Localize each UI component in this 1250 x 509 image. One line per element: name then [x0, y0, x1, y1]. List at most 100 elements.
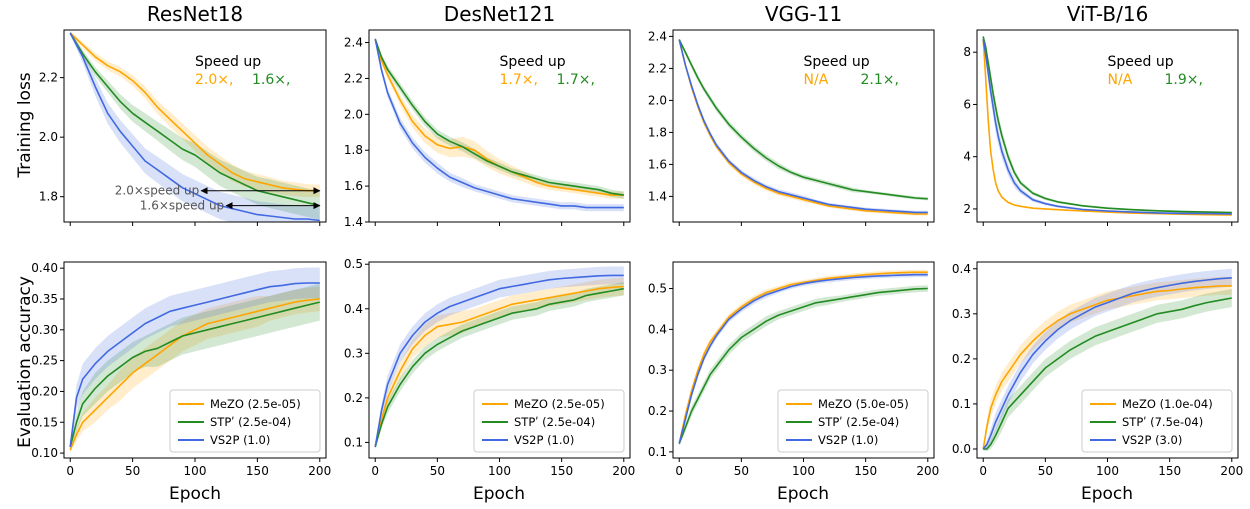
- panel-vgg-11-accuracy: 0.1 0.2 0.3 0.4 0.5 0 50 100 150 200 MeZO (5.0e-05…: [648, 261, 939, 478]
- band-vs2p-resnet18-accuracy: [70, 267, 320, 450]
- speedup-mezo-vgg-11-loss: N/A: [804, 72, 829, 88]
- legend-label-stp-desnet121-accuracy: STPʹ (2.5e-04): [514, 415, 595, 429]
- xtick-label-resnet18-accuracy-4: 200: [308, 464, 331, 478]
- ytick-label-vgg-11-accuracy-3: 0.4: [648, 322, 667, 336]
- ytick-label-resnet18-accuracy-5: 0.35: [31, 292, 58, 306]
- ytick-label-desnet121-loss-5: 2.4: [344, 36, 363, 50]
- speedup-title-desnet121-loss: Speed up: [500, 54, 566, 70]
- panel-desnet121-loss: 1.4 1.6 1.8 2.0 2.2 2.4 DesNet121 Speed up 1.7×,…: [344, 2, 631, 229]
- speedup-title-vit-b-16-loss: Speed up: [1108, 54, 1174, 70]
- panel-title-vgg-11-loss: VGG-11: [765, 2, 842, 26]
- line-vs2p-vgg-11-accuracy: [678, 273, 928, 444]
- xtick-label-vit-b-16-accuracy-3: 150: [1158, 464, 1181, 478]
- line-stp-resnet18-loss: [69, 32, 320, 207]
- speedup-stp-desnet121-loss: 1.7×,: [557, 72, 595, 88]
- band-stp-desnet121-accuracy: [375, 282, 624, 450]
- ytick-label-resnet18-accuracy-6: 0.40: [31, 261, 58, 275]
- ytick-label-vgg-11-loss-1: 1.6: [648, 157, 667, 171]
- xtick-label-vit-b-16-accuracy-1: 50: [1038, 464, 1053, 478]
- line-vs2p-vit-b-16-accuracy: [982, 277, 1232, 450]
- panel-desnet121-accuracy: 0.1 0.2 0.3 0.4 0.5 0 50 100 150 200 MeZO (2.5e-05…: [344, 257, 635, 478]
- line-vs2p-vit-b-16-loss: [982, 38, 1232, 215]
- line-mezo-desnet121-loss: [374, 38, 624, 196]
- ytick-label-vgg-11-loss-4: 2.2: [648, 61, 667, 75]
- ytick-label-vgg-11-accuracy-0: 0.1: [648, 445, 667, 459]
- xtick-label-vgg-11-accuracy-2: 100: [792, 464, 815, 478]
- ytick-label-resnet18-loss-0: 1.8: [39, 190, 58, 204]
- legend-label-mezo-desnet121-accuracy: MeZO (2.5e-05): [514, 397, 605, 411]
- ytick-label-desnet121-loss-4: 2.2: [344, 71, 363, 85]
- line-stp-vgg-11-accuracy: [678, 287, 928, 444]
- line-mezo-desnet121-accuracy: [374, 285, 624, 448]
- band-mezo-vit-b-16-accuracy: [983, 276, 1232, 452]
- ytick-label-vit-b-16-accuracy-0: 0.0: [952, 442, 971, 456]
- ytick-label-vgg-11-loss-0: 1.4: [648, 189, 667, 203]
- line-stp-resnet18-accuracy: [69, 301, 320, 448]
- ytick-label-desnet121-accuracy-2: 0.3: [344, 346, 363, 360]
- band-vs2p-resnet18-loss: [70, 31, 320, 222]
- ytick-label-resnet18-loss-2: 2.2: [39, 71, 58, 85]
- line-stp-vit-b-16-loss: [982, 36, 1232, 214]
- ytick-label-vgg-11-accuracy-2: 0.3: [648, 363, 667, 377]
- ytick-label-vit-b-16-accuracy-1: 0.1: [952, 397, 971, 411]
- line-stp-vit-b-16-accuracy: [983, 297, 1232, 450]
- legend-label-mezo-vit-b-16-accuracy: MeZO (1.0e-04): [1122, 397, 1213, 411]
- line-mezo-resnet18-accuracy: [69, 298, 320, 451]
- ytick-label-resnet18-accuracy-2: 0.20: [31, 384, 58, 398]
- panel-title-vit-b-16-loss: ViT-B/16: [1067, 2, 1149, 26]
- panel-vit-b-16-loss: 2 4 6 8 ViT-B/16 Speed up N/A 1.9×,: [963, 2, 1239, 226]
- band-stp-resnet18-accuracy: [70, 283, 320, 450]
- ytick-label-resnet18-loss-1: 2.0: [39, 130, 58, 144]
- band-mezo-resnet18-accuracy: [70, 286, 320, 454]
- band-vs2p-vgg-11-loss: [679, 38, 928, 214]
- speedup-annotation-1: 1.6×speed up: [140, 199, 224, 213]
- speedup-title-resnet18-loss: Speed up: [195, 54, 261, 70]
- legend-resnet18-accuracy: MeZO (2.5e-05) STPʹ (2.5e-04) VS2P (1.0): [169, 389, 321, 453]
- ytick-label-desnet121-accuracy-3: 0.4: [344, 302, 363, 316]
- xtick-label-desnet121-accuracy-3: 150: [550, 464, 573, 478]
- legend-box-resnet18-accuracy: [169, 389, 321, 453]
- ytick-label-vit-b-16-accuracy-2: 0.2: [952, 352, 971, 366]
- ytick-label-desnet121-loss-0: 1.4: [344, 215, 363, 229]
- line-stp-desnet121-loss: [374, 38, 624, 196]
- band-stp-vit-b-16-accuracy: [983, 289, 1232, 452]
- panel-title-desnet121-loss: DesNet121: [444, 2, 555, 26]
- ytick-label-vgg-11-accuracy-1: 0.2: [648, 404, 667, 418]
- line-stp-desnet121-accuracy: [374, 287, 624, 448]
- ytick-label-vit-b-16-accuracy-3: 0.3: [952, 307, 971, 321]
- ytick-label-desnet121-accuracy-4: 0.5: [344, 257, 363, 271]
- speedup-title-vgg-11-loss: Speed up: [804, 54, 870, 70]
- xtick-label-resnet18-accuracy-3: 150: [246, 464, 269, 478]
- legend-label-mezo-resnet18-accuracy: MeZO (2.5e-05): [210, 397, 301, 411]
- xtick-label-resnet18-accuracy-1: 50: [125, 464, 140, 478]
- ylabel-training-loss: Training loss: [15, 72, 35, 178]
- panel-vgg-11-loss: 1.4 1.6 1.8 2.0 2.2 2.4 VGG-11 Speed up N/A 2.1×,: [648, 2, 935, 226]
- ytick-label-vit-b-16-loss-1: 4: [963, 150, 971, 164]
- legend-label-vs2p-vgg-11-accuracy: VS2P (1.0): [818, 433, 878, 447]
- ytick-label-desnet121-loss-1: 1.6: [344, 179, 363, 193]
- xtick-label-resnet18-accuracy-2: 100: [184, 464, 207, 478]
- ytick-label-resnet18-accuracy-1: 0.15: [31, 415, 58, 429]
- line-vs2p-vgg-11-loss: [678, 39, 928, 214]
- ytick-label-vit-b-16-loss-3: 8: [963, 45, 971, 59]
- xtick-label-vit-b-16-accuracy-0: 0: [979, 464, 987, 478]
- line-vs2p-desnet121-loss: [374, 38, 624, 209]
- xtick-label-vit-b-16-accuracy-4: 200: [1220, 464, 1243, 478]
- legend-vgg-11-accuracy: MeZO (5.0e-05) STPʹ (2.5e-04) VS2P (1.0): [777, 389, 929, 453]
- ytick-label-desnet121-accuracy-0: 0.1: [344, 435, 363, 449]
- ytick-label-vgg-11-loss-2: 1.8: [648, 125, 667, 139]
- band-vs2p-desnet121-accuracy: [375, 266, 624, 450]
- xtick-label-vgg-11-accuracy-0: 0: [675, 464, 683, 478]
- xlabel-epoch-3: Epoch: [777, 484, 829, 504]
- speedup-mezo-desnet121-loss: 1.7×,: [500, 72, 538, 88]
- legend-label-vs2p-vit-b-16-accuracy: VS2P (3.0): [1122, 433, 1182, 447]
- legend-vit-b-16-accuracy: MeZO (1.0e-04) STPʹ (7.5e-04) VS2P (3.0): [1081, 389, 1233, 453]
- ytick-label-desnet121-loss-2: 1.8: [344, 143, 363, 157]
- xtick-label-vgg-11-accuracy-1: 50: [734, 464, 749, 478]
- line-mezo-vgg-11-accuracy: [678, 271, 928, 444]
- panel-vit-b-16-accuracy: 0.0 0.1 0.2 0.3 0.4 0 50 100 150 200 MeZO (1.0e-04…: [952, 261, 1243, 478]
- speedup-stp-vit-b-16-loss: 1.9×,: [1165, 72, 1203, 88]
- panel-resnet18-accuracy: 0.10 0.15 0.20 0.25 0.30 0.35 0.40 0 50 100 150 200…: [31, 261, 331, 478]
- xtick-label-desnet121-accuracy-0: 0: [371, 464, 379, 478]
